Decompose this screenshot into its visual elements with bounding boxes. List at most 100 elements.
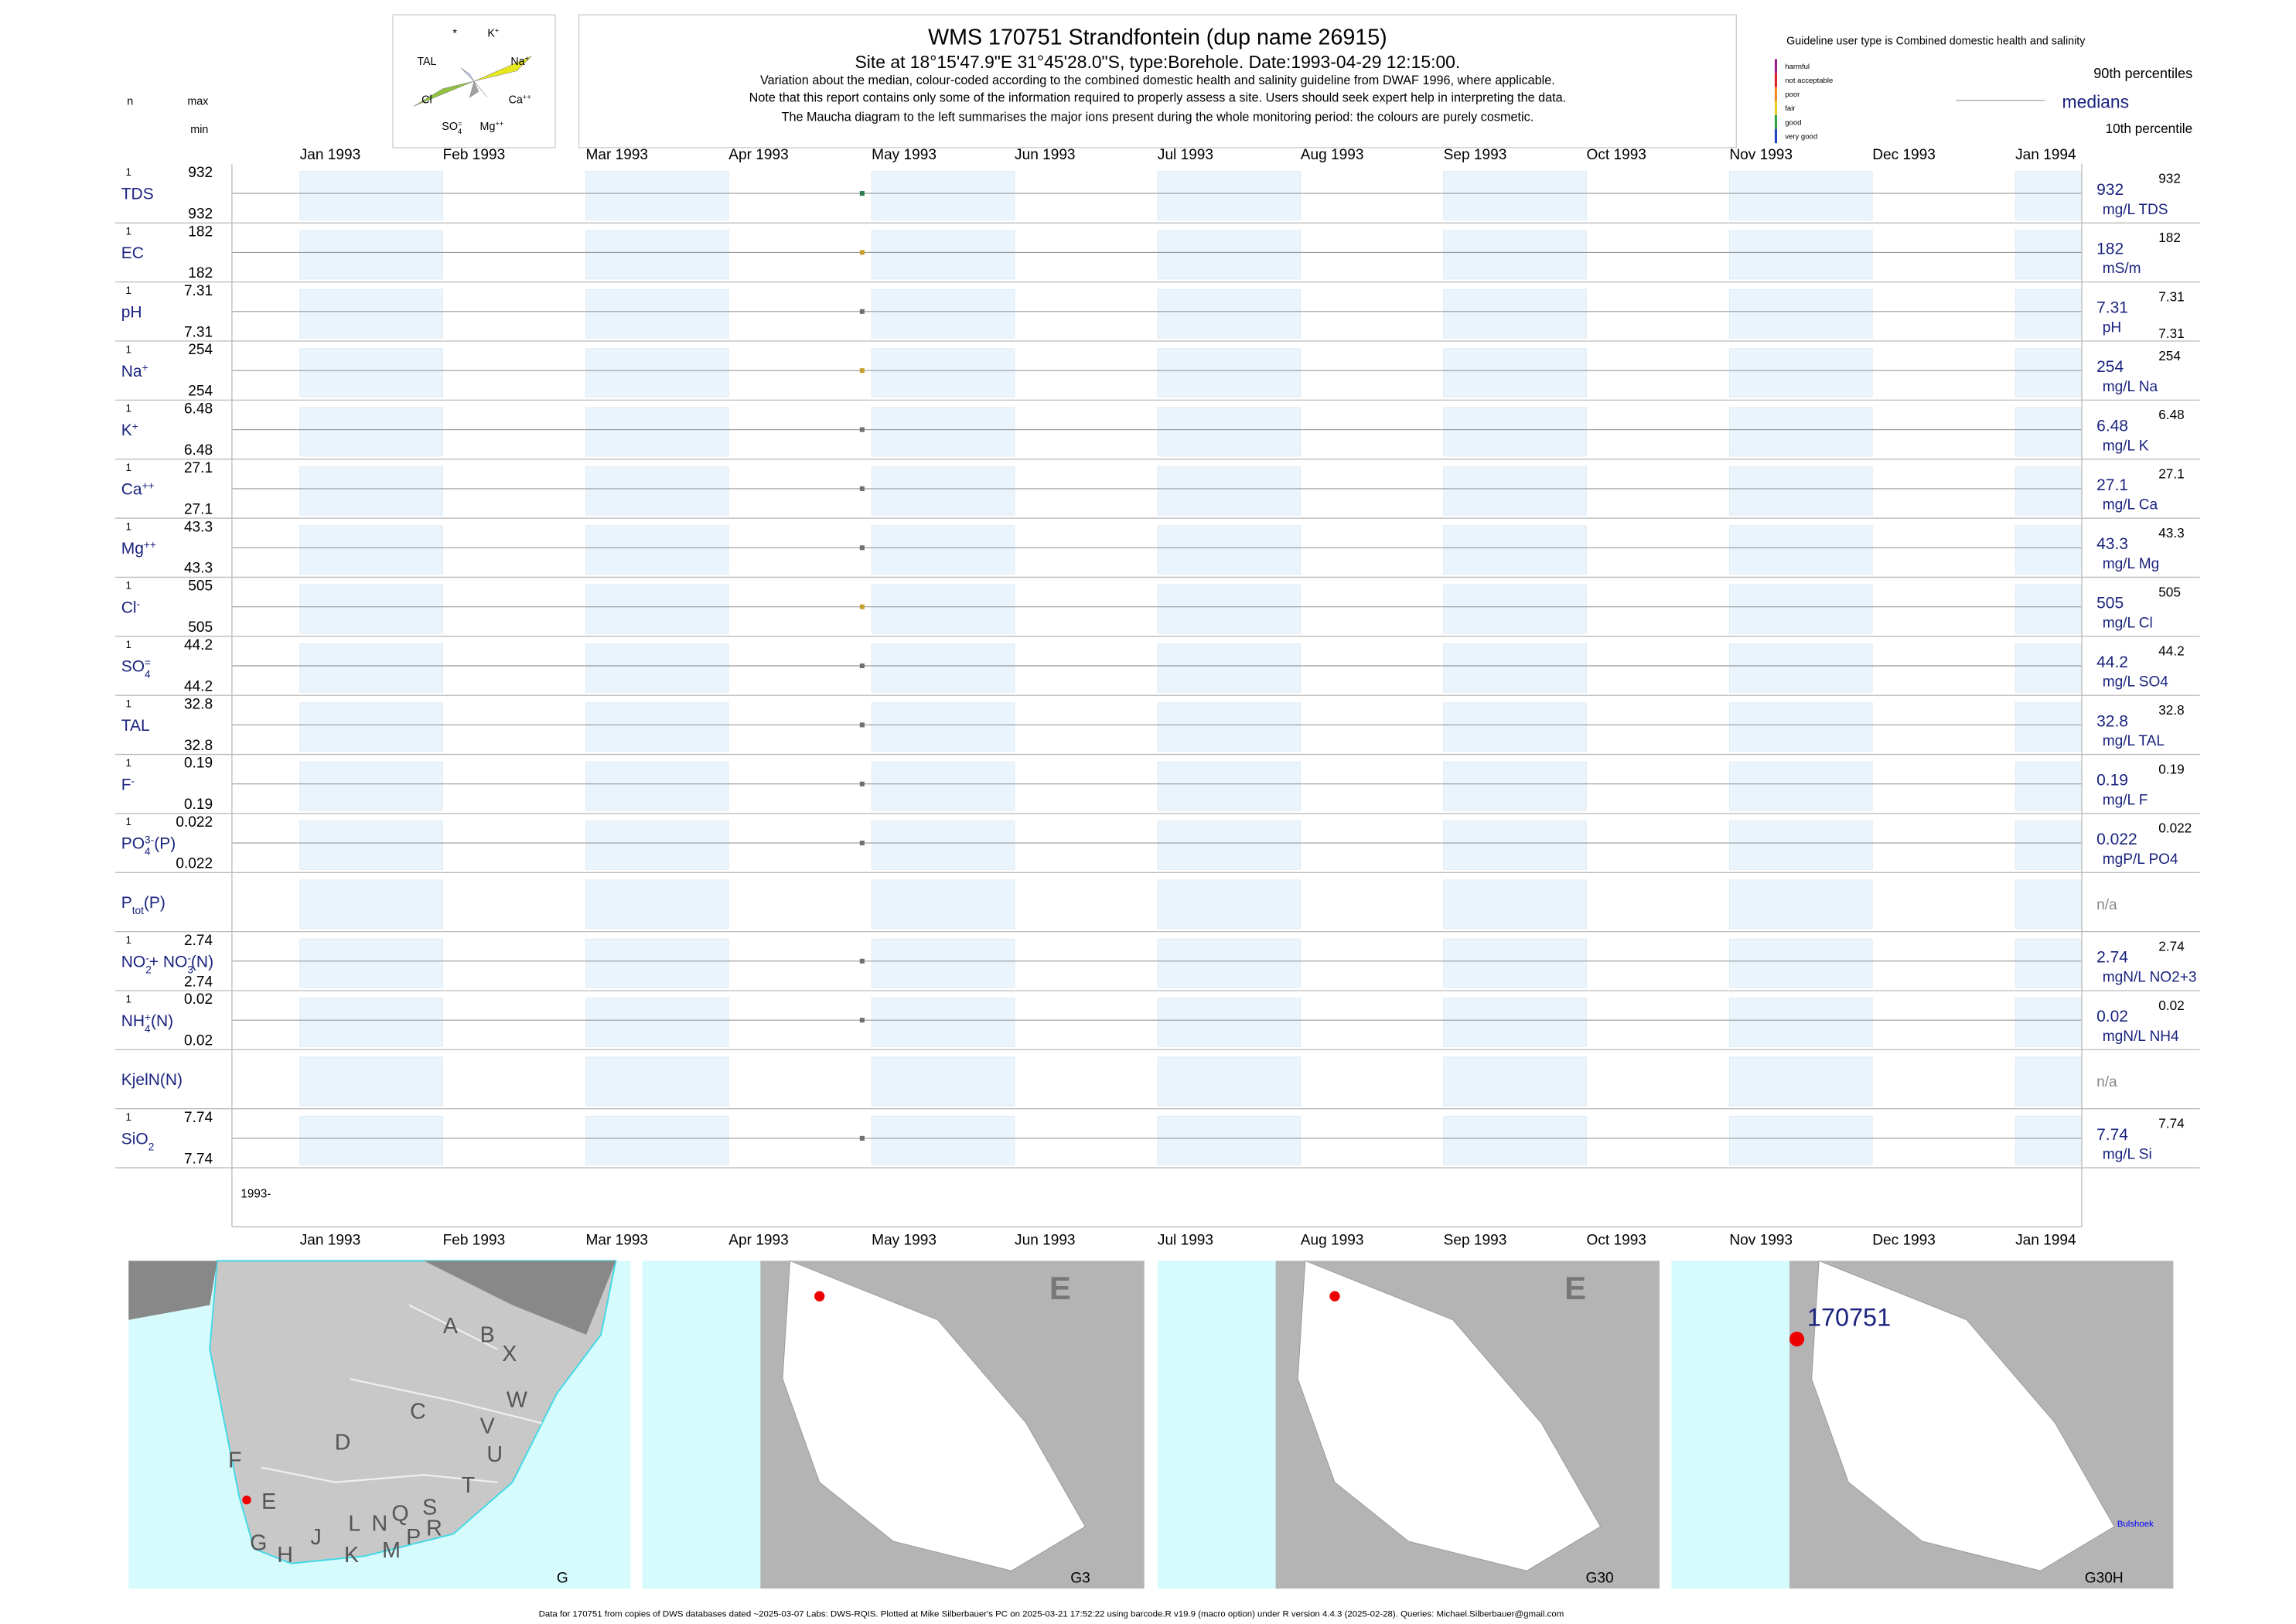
label: SiO2: [121, 1131, 155, 1152]
label: Na+: [121, 361, 148, 380]
month-band: [871, 879, 1015, 930]
month-band: [1443, 1056, 1587, 1107]
month-band: [299, 1056, 443, 1107]
min-value: 44.2: [184, 678, 213, 694]
label: KjelN(N): [121, 1071, 183, 1089]
median-value: 2.74: [2096, 949, 2128, 967]
month-label: Jan 1994: [2015, 1232, 2076, 1248]
unit: mg/L TAL: [2103, 733, 2165, 749]
label-part: TAL: [417, 56, 436, 68]
label-part: +: [132, 421, 138, 432]
label: K+: [121, 421, 138, 439]
title: WMS 170751 Strandfontein (dup name 26915…: [928, 25, 1387, 49]
label: TAL: [121, 717, 150, 735]
label-part: 2: [145, 964, 152, 975]
label-part: pH: [121, 303, 142, 321]
label: Ca++: [509, 94, 531, 107]
median-value: 32.8: [2096, 712, 2128, 730]
label: SO4=: [442, 120, 462, 135]
label-part: ++: [142, 479, 155, 491]
month-label: Jun 1993: [1015, 147, 1076, 163]
maucha-sector: [413, 80, 475, 107]
median-value: 6.48: [2096, 417, 2128, 435]
map-catchment: [1811, 1260, 2115, 1571]
region-letter: K: [344, 1543, 359, 1568]
min-value: 6.48: [184, 442, 213, 459]
label-part: tot: [132, 905, 144, 916]
month-label: Feb 1993: [443, 147, 506, 163]
legend-swatch: [1774, 129, 1777, 144]
label-part: P: [121, 894, 132, 912]
month-band: [2015, 702, 2083, 752]
month-band: [1443, 288, 1587, 339]
month-band: [1728, 525, 1873, 575]
note: Variation about the median, colour-coded…: [760, 73, 1555, 87]
sample-point: [859, 604, 865, 609]
month-band: [299, 702, 443, 752]
min-header: min: [190, 124, 208, 136]
month-band: [1443, 702, 1587, 752]
month-band: [1157, 230, 1302, 280]
unit: mg/L F: [2103, 792, 2148, 808]
month-band: [1157, 1056, 1302, 1107]
min-value: 32.8: [184, 738, 213, 754]
n-count: 1: [125, 698, 131, 709]
month-band: [1728, 1115, 1873, 1165]
month-band: [1728, 407, 1873, 457]
max-value: 27.1: [184, 460, 213, 476]
month-label: Apr 1993: [728, 147, 788, 163]
month-band: [871, 171, 1015, 220]
maucha-sector: [460, 67, 475, 82]
label-part: =: [145, 657, 151, 668]
month-band: [1443, 821, 1587, 870]
panel-label: G: [557, 1571, 568, 1587]
unit: mg/L Mg: [2103, 556, 2160, 572]
region-letter: L: [348, 1512, 360, 1537]
label-part: NH: [121, 1012, 145, 1030]
map-catchment: [782, 1260, 1087, 1571]
region-letter: H: [277, 1543, 293, 1568]
label: Mg++: [121, 538, 156, 558]
sample-point: [859, 1018, 865, 1023]
month-label: Dec 1993: [1872, 147, 1936, 163]
guideline-text: Guideline user type is Combined domestic…: [1786, 35, 2086, 47]
sample-point: [859, 191, 865, 196]
label: Ca++: [121, 479, 155, 499]
max-header: max: [187, 96, 208, 108]
month-label: Sep 1993: [1444, 1232, 1507, 1248]
max-value: 32.8: [184, 696, 213, 712]
month-band: [299, 998, 443, 1047]
label-part: *: [452, 28, 457, 40]
p90-value: 254: [2158, 348, 2181, 363]
region-letter: B: [480, 1322, 495, 1347]
month-band: [1728, 702, 1873, 752]
site-marker: [814, 1291, 825, 1302]
legend-swatch: [1774, 73, 1777, 87]
label-part: ++: [495, 120, 503, 128]
month-band: [585, 821, 729, 870]
region-letter: F: [228, 1448, 242, 1473]
month-band: [299, 407, 443, 457]
region-letter: N: [371, 1512, 387, 1537]
maucha-diagram: [413, 56, 532, 107]
max-value: 43.3: [184, 519, 213, 535]
label: PO43-(P): [121, 834, 176, 857]
label-part: +: [142, 361, 148, 373]
n-count: 1: [125, 285, 131, 296]
month-band: [299, 821, 443, 870]
legend-label: poor: [1785, 90, 1800, 99]
month-band: [585, 288, 729, 339]
footer: Data for 170751 from copies of DWS datab…: [539, 1609, 1564, 1619]
n-count: 1: [125, 226, 131, 237]
site-label: 170751: [1807, 1303, 1891, 1331]
subtitle: Site at 18°15'47.9"E 31°45'28.0"S, type:…: [855, 52, 1461, 72]
month-band: [1443, 466, 1587, 516]
p90-value: 0.022: [2158, 821, 2192, 836]
legend-label: very good: [1785, 132, 1817, 141]
sample-point: [859, 545, 865, 551]
max-value: 7.31: [184, 283, 213, 299]
month-band: [299, 584, 443, 634]
region-letter: G: [250, 1531, 267, 1556]
label: Ptot(P): [121, 894, 165, 916]
p90-value: 505: [2158, 584, 2181, 599]
